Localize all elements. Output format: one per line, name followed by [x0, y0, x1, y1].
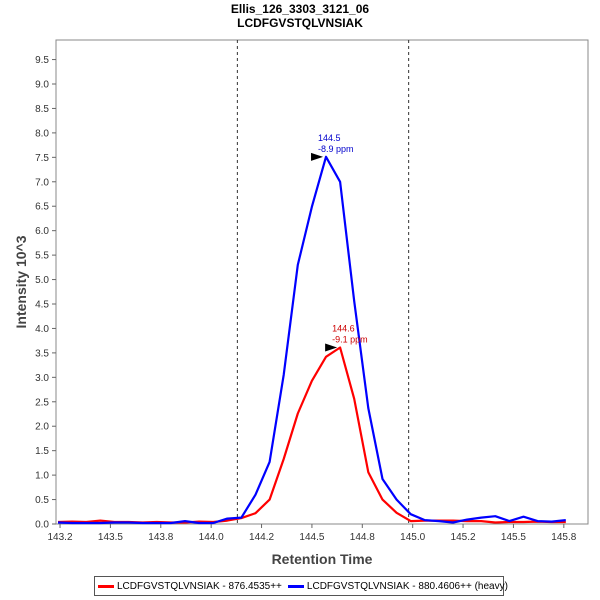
y-tick-label: 4.0	[35, 324, 49, 335]
legend-label-light: LCDFGVSTQLVNSIAK - 876.4535++	[117, 580, 282, 592]
y-tick-label: 6.0	[35, 226, 49, 237]
peak-marker	[325, 343, 338, 352]
y-tick-label: 7.0	[35, 177, 49, 188]
legend-swatch-blue	[287, 584, 304, 588]
y-tick-label: 3.5	[35, 348, 49, 359]
y-tick-label: 7.5	[35, 153, 49, 164]
series-layer	[57, 155, 566, 525]
x-tick-label: 144.0	[199, 532, 224, 543]
y-tick-label: 9.0	[35, 80, 49, 91]
x-tick-label: 144.5	[299, 532, 324, 543]
x-tick-label: 145.0	[400, 532, 425, 543]
peak-rt-label: 144.6	[332, 324, 355, 334]
y-tick-label: 1.5	[35, 446, 49, 457]
y-tick-label: 9.5	[35, 55, 49, 66]
x-tick-label: 143.2	[48, 532, 73, 543]
y-tick-label: 4.5	[35, 300, 49, 311]
legend-item-light: LCDFGVSTQLVNSIAK - 876.4535++	[98, 581, 282, 592]
legend: LCDFGVSTQLVNSIAK - 876.4535++ LCDFGVSTQL…	[94, 576, 508, 596]
x-tick-label: 144.8	[350, 532, 375, 543]
y-axis: 0.0 0.5 1.0 1.5 2.0 2.5 3.0 3.5 4.0 4.5 5.0 5.5 6.0 6…	[35, 55, 56, 531]
x-tick-label: 144.2	[249, 532, 274, 543]
y-tick-label: 1.0	[35, 471, 49, 482]
y-tick-label: 6.5	[35, 202, 49, 213]
legend-item-heavy: LCDFGVSTQLVNSIAK - 880.4606++ (heavy)	[287, 580, 508, 592]
y-tick-label: 2.0	[35, 422, 49, 433]
x-axis-label: Retention Time	[272, 551, 373, 567]
y-tick-label: 8.0	[35, 128, 49, 139]
integration-boundaries	[236, 40, 410, 524]
peak-ppm-label: -8.9 ppm	[318, 144, 354, 154]
x-tick-label: 143.8	[148, 532, 173, 543]
x-tick-label: 145.2	[451, 532, 476, 543]
y-tick-label: 0.0	[35, 520, 49, 531]
legend-label-heavy: LCDFGVSTQLVNSIAK - 880.4606++ (heavy)	[306, 580, 508, 592]
y-tick-label: 0.5	[35, 495, 49, 506]
y-tick-label: 3.0	[35, 373, 49, 384]
y-tick-label: 8.5	[35, 104, 49, 115]
peak-rt-label: 144.5	[318, 133, 341, 143]
peak-annotations: 144.6-9.1 ppm 144.5-8.9 ppm	[311, 133, 368, 352]
y-tick-label: 5.5	[35, 251, 49, 262]
legend-swatch-red	[98, 584, 114, 588]
series-line-heavy	[57, 155, 566, 525]
chart-subtitle: LCDFGVSTQLVNSIAK	[237, 16, 363, 30]
peak-ppm-label: -9.1 ppm	[332, 335, 368, 345]
x-tick-label: 145.8	[551, 532, 576, 543]
x-tick-label: 145.5	[501, 532, 526, 543]
x-tick-label: 143.5	[98, 532, 123, 543]
y-axis-label: Intensity 10^3	[13, 235, 29, 328]
y-tick-label: 5.0	[35, 275, 49, 286]
chart-title: Ellis_126_3303_3121_06	[231, 2, 369, 16]
peak-marker	[311, 152, 324, 161]
y-tick-label: 2.5	[35, 397, 49, 408]
x-axis: 143.2 143.5 143.8 144.0 144.2 144.5 144.8 145.0…	[48, 524, 577, 543]
plot-area	[55, 39, 589, 525]
